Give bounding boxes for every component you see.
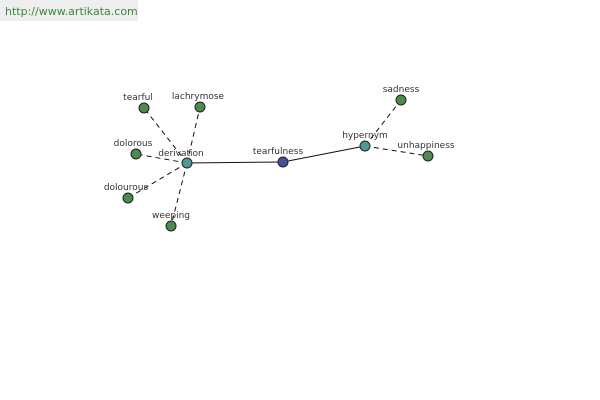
node[interactable] bbox=[181, 157, 193, 169]
node-label[interactable]: tearfulness bbox=[253, 147, 304, 157]
node[interactable] bbox=[359, 140, 371, 152]
edge bbox=[143, 107, 188, 164]
edge bbox=[282, 145, 366, 163]
node[interactable] bbox=[138, 102, 150, 114]
url-text[interactable]: http://www.artikata.com bbox=[5, 5, 138, 18]
node-label[interactable]: dolorous bbox=[114, 139, 153, 149]
node-label[interactable]: weeping bbox=[152, 211, 190, 221]
node[interactable] bbox=[122, 192, 134, 204]
node-label[interactable]: sadness bbox=[383, 85, 420, 95]
edge bbox=[127, 162, 188, 199]
node[interactable] bbox=[130, 148, 142, 160]
edge bbox=[186, 106, 201, 164]
node[interactable] bbox=[395, 94, 407, 106]
edges bbox=[127, 99, 429, 227]
node-label[interactable]: derivation bbox=[158, 149, 204, 159]
edge bbox=[186, 161, 284, 164]
node-label[interactable]: unhappiness bbox=[397, 141, 454, 151]
node[interactable] bbox=[194, 101, 206, 113]
url-bar bbox=[0, 0, 138, 21]
node[interactable] bbox=[277, 156, 289, 168]
node[interactable] bbox=[422, 150, 434, 162]
edge bbox=[364, 145, 429, 157]
labels: tearfulness derivation hypernym tearful … bbox=[104, 85, 455, 221]
node-label[interactable]: dolourous bbox=[104, 183, 149, 193]
node-label[interactable]: tearful bbox=[123, 93, 153, 103]
node[interactable] bbox=[165, 220, 177, 232]
edge bbox=[170, 162, 188, 227]
nodes bbox=[122, 94, 434, 232]
edge bbox=[364, 99, 402, 147]
node-label[interactable]: lachrymose bbox=[172, 92, 225, 102]
node-label[interactable]: hypernym bbox=[342, 131, 388, 141]
